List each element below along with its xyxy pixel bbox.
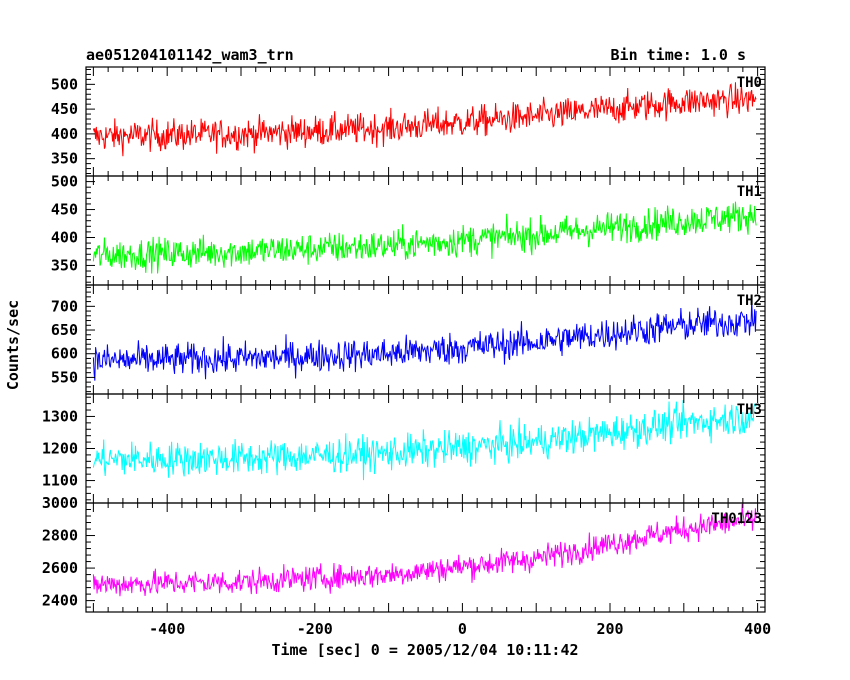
series-line-th0123	[92, 503, 757, 597]
y-tick-label: 3000	[42, 494, 78, 512]
x-tick-label: -400	[149, 620, 185, 638]
y-tick-label: 2600	[42, 559, 78, 577]
panels: 350 400 450 500 TH0 350 400 450 500 TH1 550 600 650 7…	[42, 66, 766, 613]
bin-time-label: Bin time: 1.0 s	[611, 46, 746, 64]
y-tick-label: 1300	[42, 407, 78, 425]
x-tick-label: 0	[458, 620, 467, 638]
y-tick-label: 500	[51, 173, 78, 191]
y-axis-label: Counts/sec	[4, 300, 22, 390]
x-tick-label: 400	[744, 620, 771, 638]
y-tick-label: 650	[51, 321, 78, 339]
series-line-th3	[92, 400, 757, 481]
y-tick-label: 2800	[42, 527, 78, 545]
panel-th1: 350 400 450 500 TH1	[51, 173, 766, 286]
panel-th0: 350 400 450 500 TH0	[51, 66, 766, 177]
panel-th2: 550 600 650 700 TH2	[51, 284, 766, 395]
y-tick-label: 1200	[42, 440, 78, 458]
y-tick-label: 700	[51, 297, 78, 315]
panel-label-th1: TH1	[737, 184, 762, 200]
panel-label-th0123: TH0123	[711, 511, 762, 527]
y-tick-label: 1100	[42, 472, 78, 490]
y-tick-label: 550	[51, 368, 78, 386]
y-tick-label: 500	[51, 75, 78, 93]
series-line-th1	[92, 201, 757, 274]
x-axis-label: Time [sec] 0 = 2005/12/04 10:11:42	[271, 641, 578, 659]
panel-label-th0: TH0	[737, 75, 762, 91]
x-axis: -400 -200 0 200 400	[149, 620, 771, 638]
panel-label-th2: TH2	[737, 293, 762, 309]
panel-frame	[85, 284, 766, 395]
y-tick-label: 350	[51, 256, 78, 274]
x-tick-label: -200	[297, 620, 333, 638]
y-tick-label: 350	[51, 150, 78, 168]
panel-label-th3: TH3	[737, 402, 762, 418]
series-line-th0	[92, 82, 757, 157]
y-tick-label: 2400	[42, 592, 78, 610]
y-tick-label: 600	[51, 345, 78, 363]
x-tick-label: 200	[596, 620, 623, 638]
panel-th0123: 2400 2600 2800 3000 TH0123	[42, 494, 766, 613]
y-tick-label: 400	[51, 228, 78, 246]
chart-title: ae051204101142_wam3_trn	[86, 46, 294, 64]
panel-frame	[85, 502, 766, 613]
panel-frame	[85, 175, 766, 286]
y-tick-label: 400	[51, 125, 78, 143]
series-line-th2	[92, 299, 757, 381]
panel-th3: 1100 1200 1300 TH3	[42, 393, 766, 504]
y-tick-label: 450	[51, 100, 78, 118]
y-tick-label: 450	[51, 201, 78, 219]
